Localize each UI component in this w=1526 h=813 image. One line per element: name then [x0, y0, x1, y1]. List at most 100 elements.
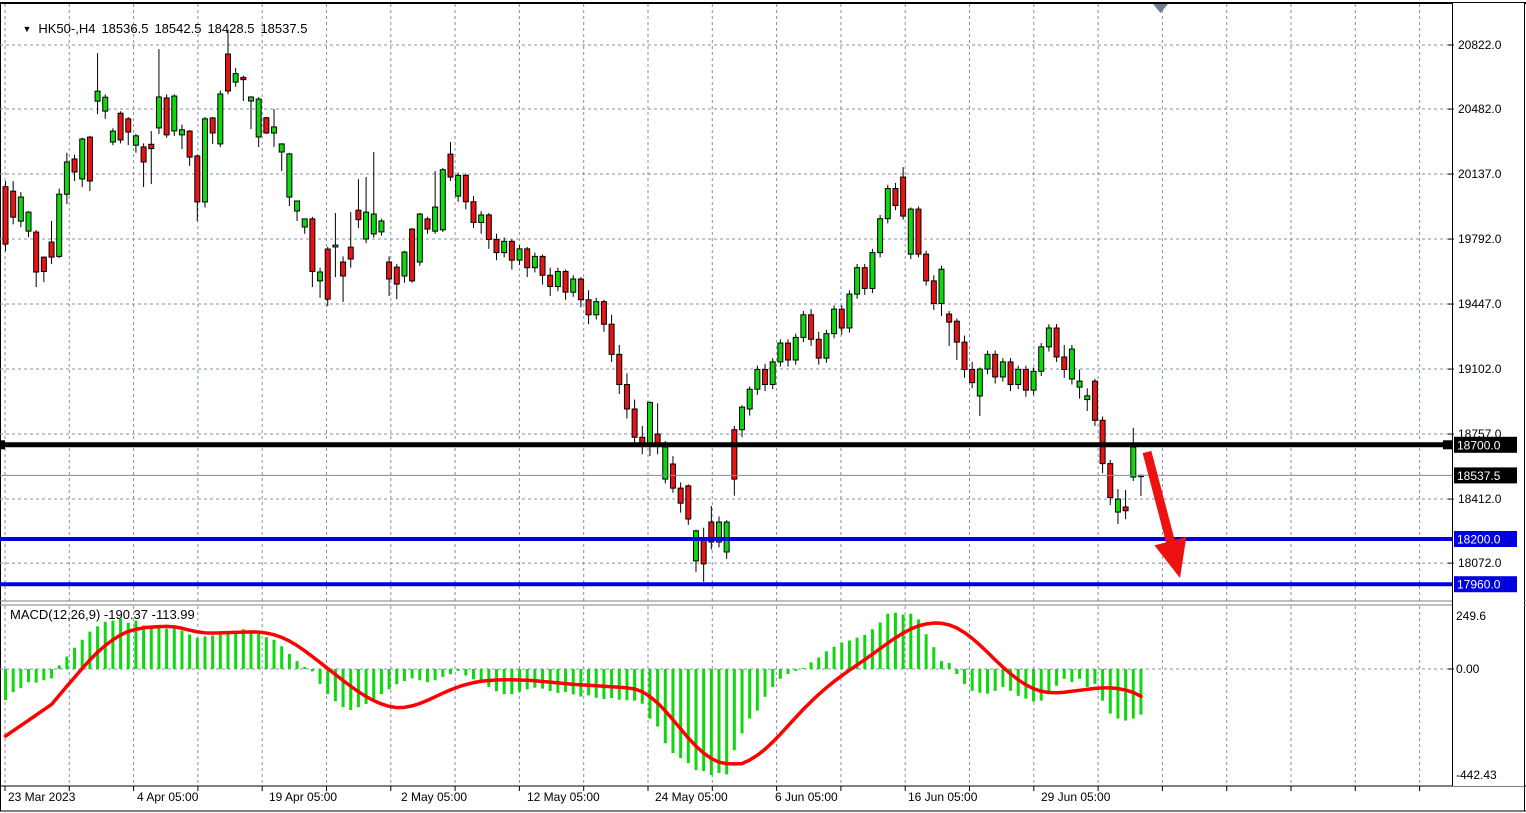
candle-body — [631, 408, 638, 438]
macd-histogram-bar — [448, 669, 452, 675]
candle-body — [132, 135, 139, 146]
candle-body — [1038, 346, 1045, 372]
candle-body — [539, 255, 546, 276]
macd-histogram-bar — [1108, 669, 1112, 714]
candle-body — [639, 436, 646, 444]
candle-body — [823, 333, 830, 359]
trend-arrow-shaft[interactable] — [1142, 450, 1177, 549]
macd-histogram-bar — [1139, 669, 1143, 715]
candle-body — [140, 146, 147, 163]
macd-histogram-bar — [1085, 669, 1089, 687]
macd-histogram-bar — [303, 667, 307, 669]
macd-signal-line — [3, 621, 1143, 766]
candle-body — [263, 117, 270, 134]
macd-histogram-bar — [1001, 669, 1005, 687]
hline-handle-left[interactable] — [0, 440, 5, 450]
macd-histogram-bar — [786, 669, 790, 675]
macd-histogram-bar — [165, 628, 169, 669]
candle-body — [301, 218, 308, 228]
macd-histogram-bar — [1055, 669, 1059, 686]
symbol-dropdown-icon[interactable]: ▼ — [22, 24, 32, 34]
macd-histogram-bar — [188, 634, 192, 669]
candle-body — [984, 353, 991, 370]
candle-body — [10, 190, 17, 218]
macd-histogram-bar — [34, 669, 38, 683]
candle-body — [439, 169, 446, 231]
candle-body — [370, 213, 377, 235]
trend-arrow-head[interactable] — [1154, 537, 1187, 578]
candle-body — [792, 336, 799, 361]
candle-body — [585, 299, 592, 316]
candle-body — [570, 278, 577, 293]
candle-body — [815, 338, 822, 359]
candle-body — [1107, 463, 1114, 499]
candle-body — [677, 487, 684, 504]
macd-histogram-bar — [310, 669, 314, 672]
macd-histogram-bar — [134, 620, 138, 669]
macd-histogram-bar — [1009, 669, 1013, 691]
candle-body — [953, 320, 960, 343]
candle-body — [1030, 370, 1037, 391]
candle-body — [769, 361, 776, 386]
macd-histogram-bar — [1124, 669, 1128, 721]
ohlc-low: 18428.5 — [207, 21, 255, 36]
candle-body — [1099, 419, 1106, 465]
macd-histogram-bar — [610, 669, 614, 698]
macd-histogram-bar — [878, 622, 882, 669]
candle-body — [401, 251, 408, 277]
candle-body — [240, 76, 247, 81]
chart-title: ▼ HK50-,H4 18536.5 18542.5 18428.5 18537.5 — [8, 6, 313, 51]
chart-shift-marker-icon[interactable] — [1153, 4, 1168, 13]
candle-body — [838, 308, 845, 329]
macd-histogram-bar — [379, 669, 383, 695]
candle-body — [593, 301, 600, 316]
macd-histogram-bar — [318, 669, 322, 685]
macd-histogram-bar — [748, 669, 752, 719]
candle-body — [700, 538, 707, 565]
macd-histogram-bar — [947, 663, 951, 669]
macd-histogram-bar — [640, 669, 644, 704]
candle-body — [846, 293, 853, 329]
candle-body — [86, 136, 93, 182]
macd-histogram-bar — [801, 668, 805, 669]
time-axis-label: 29 Jun 05:00 — [1041, 790, 1111, 804]
ohlc-high: 18542.5 — [154, 21, 202, 36]
price-axis-label: 19792.0 — [1458, 232, 1502, 246]
macd-histogram-bar — [456, 669, 460, 671]
macd-histogram-bar — [4, 669, 7, 701]
macd-histogram-bar — [986, 669, 990, 694]
macd-histogram-bar — [893, 612, 897, 669]
symbol-period-label: HK50-,H4 — [38, 21, 96, 36]
macd-histogram-bar — [441, 669, 445, 677]
candle-body — [117, 112, 124, 141]
candle-body — [393, 266, 400, 285]
candle-body — [493, 238, 500, 254]
time-axis-label: 23 Mar 2023 — [8, 790, 76, 804]
price-axis-highlight-label: 18537.5 — [1457, 469, 1501, 483]
candle-body — [777, 342, 784, 363]
hline-handle-right[interactable] — [1443, 440, 1452, 450]
time-axis-label: 6 Jun 05:00 — [775, 790, 838, 804]
macd-histogram-bar — [732, 669, 736, 751]
macd-histogram-bar — [295, 661, 299, 669]
macd-histogram-bar — [656, 669, 660, 727]
candle-body — [907, 208, 914, 255]
macd-histogram-bar — [855, 637, 859, 669]
macd-histogram-bar — [571, 669, 575, 695]
macd-histogram-bar — [257, 634, 261, 669]
macd-histogram-bar — [717, 669, 721, 773]
macd-histogram-bar — [226, 631, 230, 669]
candle-body — [324, 248, 331, 300]
price-axis-panel[interactable] — [1453, 3, 1524, 786]
candle-body — [63, 161, 70, 195]
candle-body — [186, 130, 193, 158]
macd-histogram-bar — [671, 669, 675, 754]
candle-body — [71, 158, 78, 173]
macd-histogram-bar — [272, 639, 276, 669]
candle-body — [355, 209, 362, 221]
macd-histogram-bar — [663, 669, 667, 744]
macd-histogram-bar — [602, 669, 606, 699]
candle-body — [692, 530, 699, 562]
candle-body — [332, 244, 339, 248]
